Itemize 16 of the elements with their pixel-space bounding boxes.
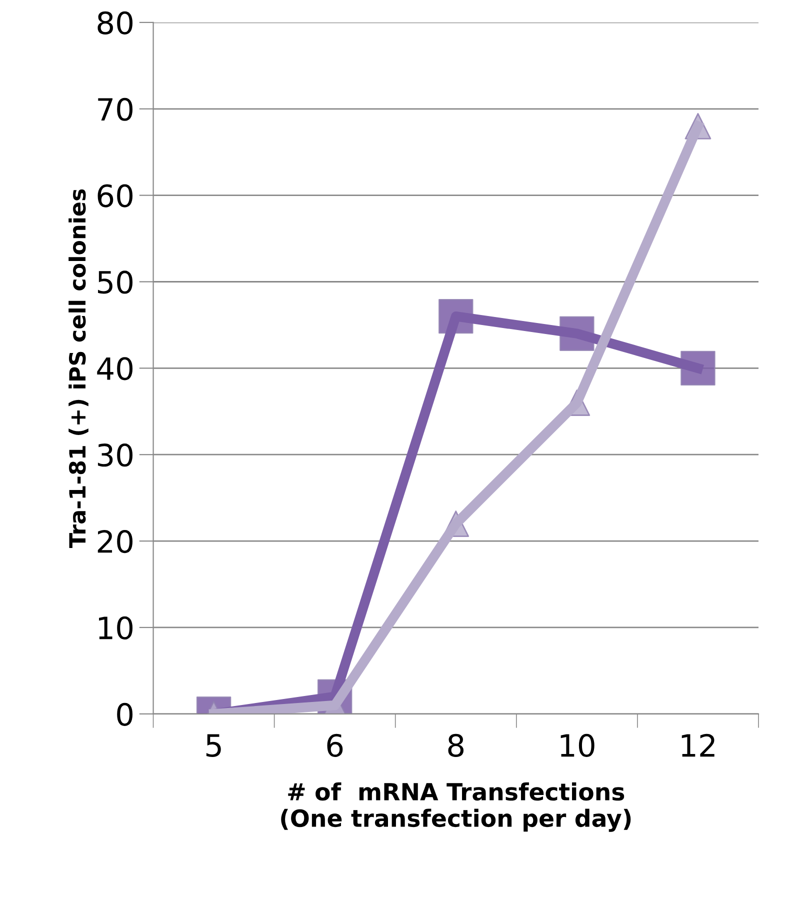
y-tick-label: 80 [98,11,132,34]
x-tick-label: 12 [682,734,714,757]
x-axis-title: # of mRNA Transfections (One transfection per day) [281,782,631,832]
y-tick-label: 20 [98,530,132,554]
y-tick-label: 50 [98,270,132,294]
x-tick-label: 6 [327,734,343,758]
y-axis-title: Tra-1-81 (+) iPS cell colonies [68,189,88,548]
y-tick-label: 40 [97,357,132,380]
y-tick-label: 70 [98,98,132,121]
x-tick-label: 8 [448,734,464,758]
y-tick-label: 60 [98,184,132,208]
x-tick-label: 5 [206,734,221,758]
x-tick-label: 10 [560,734,594,758]
y-tick-label: 30 [98,444,132,467]
y-tick-label: 0 [117,702,132,726]
y-tick-label: 10 [98,616,132,640]
